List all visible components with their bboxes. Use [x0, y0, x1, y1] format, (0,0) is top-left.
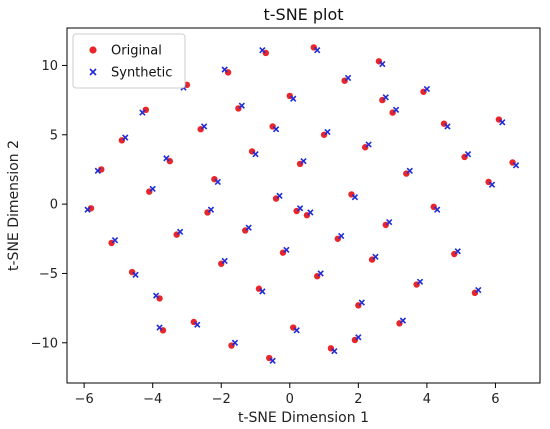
- scatter-points: [84, 44, 520, 364]
- synthetic-point: [300, 157, 307, 165]
- synthetic-point: [276, 192, 283, 199]
- synthetic-point: [296, 205, 304, 212]
- synthetic-point: [272, 126, 280, 133]
- synthetic-point: [238, 102, 245, 109]
- synthetic-point: [269, 357, 276, 364]
- synthetic-point: [444, 123, 451, 130]
- synthetic-point: [351, 194, 359, 201]
- synthetic-point: [499, 119, 506, 126]
- synthetic-point: [207, 206, 215, 213]
- synthetic-point: [194, 321, 201, 328]
- synthetic-point: [454, 248, 461, 255]
- synthetic-point: [152, 292, 160, 299]
- y-tick-label: 0: [50, 198, 58, 213]
- synthetic-point: [386, 218, 393, 226]
- original-point: [89, 46, 97, 54]
- synthetic-point: [176, 228, 184, 236]
- synthetic-point: [372, 253, 379, 260]
- synthetic-point: [317, 270, 324, 277]
- synthetic-point: [434, 206, 441, 213]
- x-tick-label: −4: [143, 392, 162, 407]
- synthetic-point: [488, 181, 496, 188]
- synthetic-point: [94, 167, 102, 174]
- legend-label: Synthetic: [111, 66, 172, 81]
- synthetic-point: [139, 109, 146, 116]
- synthetic-point: [163, 155, 170, 162]
- synthetic-point: [200, 123, 208, 130]
- legend-label: Original: [111, 44, 162, 59]
- synthetic-point: [512, 162, 520, 169]
- synthetic-point: [307, 209, 314, 216]
- y-tick-label: 10: [41, 59, 58, 74]
- synthetic-point: [221, 257, 228, 265]
- synthetic-point: [382, 94, 389, 101]
- x-tick-label: 2: [354, 392, 362, 407]
- synthetic-point: [416, 278, 424, 285]
- synthetic-point: [331, 347, 338, 355]
- synthetic-point: [344, 74, 352, 82]
- synthetic-point: [156, 324, 163, 331]
- synthetic-point: [89, 68, 97, 76]
- synthetic-point: [399, 317, 407, 324]
- y-tick-label: −10: [31, 336, 58, 351]
- synthetic-point: [259, 47, 266, 54]
- synthetic-point: [338, 232, 345, 240]
- synthetic-point: [355, 334, 362, 341]
- synthetic-point: [365, 141, 372, 148]
- x-tick-label: −2: [212, 392, 231, 407]
- synthetic-point: [475, 286, 482, 294]
- synthetic-point: [84, 206, 91, 213]
- synthetic-point: [111, 237, 119, 244]
- synthetic-point: [314, 47, 321, 54]
- synthetic-point: [290, 95, 297, 102]
- synthetic-point: [464, 151, 472, 158]
- x-axis-label: t-SNE Dimension 1: [238, 410, 369, 426]
- synthetic-point: [392, 106, 400, 113]
- x-tick-label: 0: [286, 392, 294, 407]
- x-tick-label: −6: [75, 392, 94, 407]
- axis-ticks: −6 −4 −2 0 2 4 6 −10 −5 0 5 10: [31, 59, 500, 407]
- synthetic-point: [283, 246, 290, 254]
- plot-area-frame: [66, 27, 541, 384]
- synthetic-point: [423, 85, 431, 93]
- x-tick-label: 4: [423, 392, 431, 407]
- synthetic-point: [149, 185, 156, 193]
- synthetic-point: [231, 339, 239, 346]
- synthetic-point: [259, 288, 266, 295]
- synthetic-point: [122, 134, 129, 141]
- y-tick-label: 5: [50, 128, 58, 143]
- synthetic-point: [293, 327, 300, 334]
- synthetic-point: [214, 178, 221, 186]
- synthetic-point: [245, 224, 252, 231]
- synthetic-point: [406, 167, 413, 174]
- synthetic-point: [324, 128, 331, 136]
- synthetic-point: [132, 271, 139, 279]
- chart-title: t-SNE plot: [263, 5, 343, 24]
- synthetic-point: [221, 66, 228, 73]
- x-tick-label: 6: [491, 392, 499, 407]
- synthetic-point: [379, 60, 386, 68]
- original-point: [87, 205, 95, 212]
- y-tick-label: −5: [39, 267, 58, 282]
- y-axis-label: t-SNE Dimension 2: [6, 140, 22, 271]
- synthetic-point: [252, 151, 259, 158]
- original-point: [98, 166, 105, 173]
- legend: Original Synthetic: [72, 33, 186, 89]
- legend-box: [72, 33, 186, 89]
- synthetic-point: [358, 299, 365, 306]
